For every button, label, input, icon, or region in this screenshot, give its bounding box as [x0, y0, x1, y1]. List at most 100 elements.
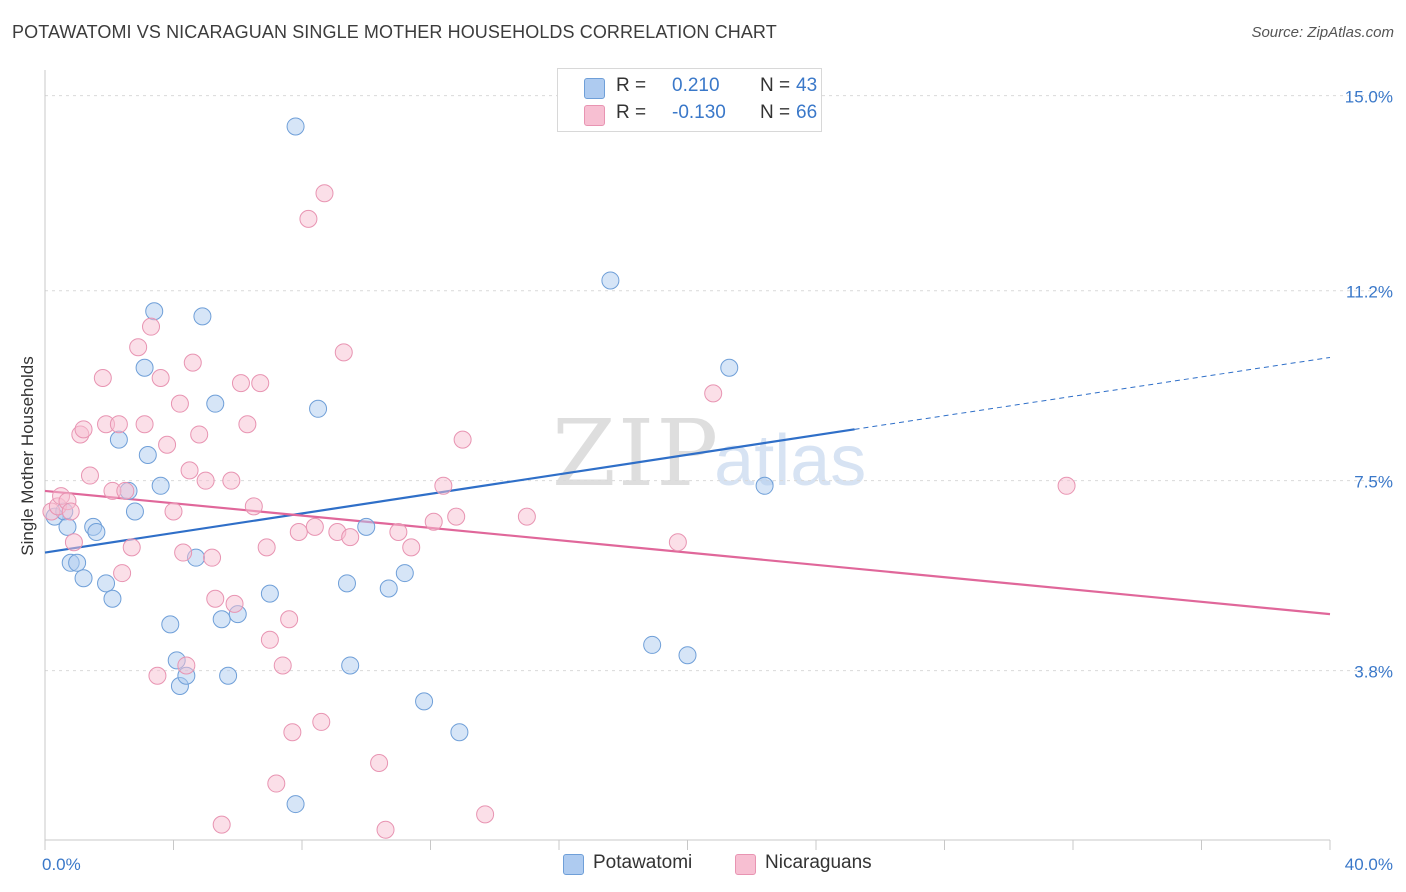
data-point	[129, 338, 148, 357]
data-point	[116, 481, 135, 500]
data-point	[312, 712, 331, 731]
data-point	[424, 512, 443, 531]
legend-r-value: -0.130	[672, 102, 726, 123]
y-tick-label: 15.0%	[1345, 88, 1393, 107]
legend-n-value: 66	[796, 102, 818, 123]
data-point	[341, 656, 360, 675]
data-point	[142, 317, 161, 336]
data-point	[286, 795, 305, 814]
watermark-atlas: atlas	[714, 421, 867, 501]
data-point	[341, 528, 360, 547]
data-point	[370, 754, 389, 772]
data-point	[80, 466, 99, 485]
data-point	[109, 430, 128, 449]
data-point	[389, 523, 408, 541]
data-point	[68, 553, 87, 572]
data-point	[206, 589, 225, 608]
data-point	[643, 635, 662, 654]
data-point	[170, 394, 189, 413]
data-point	[193, 307, 212, 326]
data-point	[225, 594, 244, 613]
data-point	[231, 374, 250, 393]
data-point	[164, 502, 183, 521]
data-point	[183, 353, 202, 372]
data-point	[267, 774, 286, 793]
axes	[44, 70, 1331, 850]
data-point	[376, 820, 395, 839]
data-point	[103, 589, 122, 608]
legend-r-label: R =	[616, 75, 647, 96]
data-point	[273, 656, 292, 675]
data-point	[97, 574, 116, 593]
data-point	[87, 523, 106, 541]
data-point	[74, 569, 93, 588]
correlation-legend: R = 0.210 N = 43 R = -0.130 N = 66	[557, 68, 822, 132]
data-point	[517, 507, 536, 526]
legend-n-value: 43	[796, 75, 818, 96]
legend-n-label: N =	[760, 102, 791, 123]
data-point	[125, 502, 144, 521]
data-point	[180, 461, 199, 480]
data-point	[64, 533, 83, 552]
data-point	[415, 692, 434, 711]
data-point	[145, 302, 164, 321]
data-point	[151, 476, 170, 495]
data-point	[138, 446, 157, 464]
chart-title: POTAWATOMI VS NICARAGUAN SINGLE MOTHER H…	[12, 22, 777, 42]
data-point	[74, 420, 93, 439]
data-point	[379, 579, 398, 598]
data-point	[260, 584, 279, 603]
data-point	[203, 548, 222, 567]
data-point	[447, 507, 466, 526]
data-point	[450, 723, 469, 742]
data-point	[395, 564, 414, 583]
bottom-legend-label: Potawatomi	[593, 852, 693, 873]
y-axis-label: Single Mother Households	[18, 356, 37, 556]
x-tick-label: 0.0%	[42, 855, 81, 874]
data-point	[109, 415, 128, 434]
data-point	[704, 384, 723, 403]
legend-swatch-potawatomi	[584, 78, 605, 99]
data-point	[476, 805, 495, 824]
data-points	[42, 117, 1076, 839]
data-point	[222, 471, 241, 490]
y-tick-label: 3.8%	[1354, 663, 1393, 682]
data-point	[315, 184, 334, 203]
x-tick-label: 40.0%	[1345, 855, 1393, 874]
data-point	[206, 394, 225, 413]
bottom-legend-swatch-nicaraguans	[735, 854, 756, 875]
y-tick-label: 7.5%	[1354, 473, 1393, 492]
data-point	[190, 425, 209, 444]
data-point	[337, 574, 356, 593]
data-point	[668, 533, 687, 552]
data-point	[58, 517, 77, 536]
data-point	[257, 538, 276, 557]
y-tick-label: 11.2%	[1346, 283, 1393, 302]
data-point	[434, 476, 453, 495]
data-point	[678, 646, 697, 665]
data-point	[251, 374, 270, 393]
data-point	[238, 415, 257, 434]
data-point	[309, 399, 328, 418]
data-point	[305, 517, 324, 536]
data-point	[601, 271, 620, 290]
bottom-legend-label: Nicaraguans	[765, 852, 872, 873]
data-point	[93, 369, 112, 387]
data-point	[244, 497, 263, 516]
bottom-legend-swatch-potawatomi	[563, 854, 584, 875]
source-credit: Source: ZipAtlas.com	[1251, 24, 1394, 41]
data-point	[122, 538, 141, 557]
data-point	[135, 358, 154, 377]
data-point	[286, 117, 305, 136]
legend-n-label: N =	[760, 75, 791, 96]
data-point	[402, 538, 421, 557]
trend-line-extension	[854, 356, 1331, 430]
data-point	[453, 430, 472, 449]
data-point	[212, 815, 231, 834]
data-point	[283, 723, 302, 742]
data-point	[135, 415, 154, 434]
data-point	[161, 615, 180, 634]
data-point	[334, 343, 353, 362]
legend-swatch-nicaraguans	[584, 105, 605, 126]
